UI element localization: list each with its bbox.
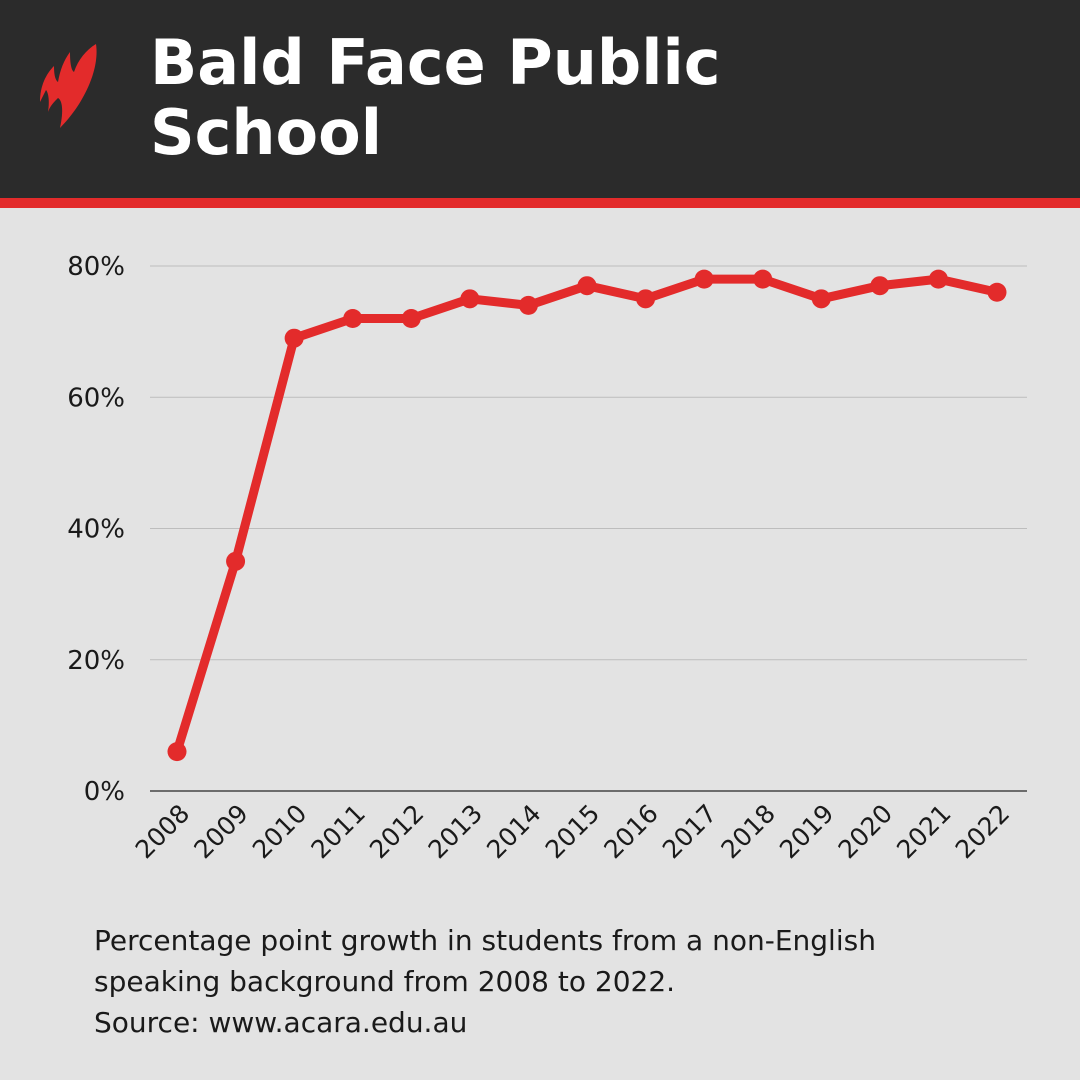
series-line (172, 274, 998, 753)
caption-line-2: speaking background from 2008 to 2022. (94, 965, 676, 998)
x-tick-label: 2019 (774, 799, 839, 864)
y-tick-label: 40% (67, 515, 125, 545)
data-point (694, 269, 714, 289)
caption-line-1: Percentage point growth in students from… (94, 924, 876, 957)
x-tick-label: 2009 (188, 799, 253, 864)
data-point (284, 328, 304, 348)
line-chart: 0%20%40%60%80%20082009201020112012201320… (67, 252, 1027, 864)
data-point (636, 289, 656, 309)
y-tick-label: 0% (84, 777, 125, 807)
x-tick-label: 2018 (715, 799, 780, 864)
header: Bald Face Public School (0, 0, 1080, 198)
data-point (987, 282, 1007, 302)
source-text: Source: www.acara.edu.au (94, 1006, 468, 1039)
data-point (226, 551, 246, 571)
x-tick-label: 2015 (540, 799, 605, 864)
chart-caption: Percentage point growth in students from… (94, 920, 1044, 1043)
x-tick-label: 2021 (891, 799, 956, 864)
x-tick-label: 2011 (305, 799, 370, 864)
data-point (518, 295, 538, 315)
x-tick-label: 2020 (833, 799, 898, 864)
x-tick-label: 2012 (364, 799, 429, 864)
y-tick-label: 20% (67, 646, 125, 676)
data-point (460, 289, 480, 309)
page-title: Bald Face Public School (150, 28, 850, 168)
x-tick-label: 2008 (130, 799, 195, 864)
x-tick-label: 2022 (950, 799, 1015, 864)
data-point (343, 309, 363, 328)
header-accent-bar (0, 198, 1080, 208)
x-tick-label: 2014 (481, 799, 546, 864)
y-tick-label: 80% (67, 252, 125, 282)
data-point (753, 269, 773, 289)
x-tick-label: 2010 (247, 799, 312, 864)
y-tick-label: 60% (67, 383, 125, 413)
x-tick-label: 2017 (657, 799, 722, 864)
x-tick-label: 2013 (423, 799, 488, 864)
data-point (928, 269, 948, 289)
broadcaster-logo-icon (40, 44, 97, 128)
data-point (167, 742, 187, 762)
data-point (870, 276, 890, 296)
data-point (401, 309, 421, 328)
title-line-2: School (150, 96, 382, 169)
data-point (811, 289, 831, 309)
title-line-1: Bald Face Public (150, 26, 721, 99)
x-tick-label: 2016 (598, 799, 663, 864)
data-point (577, 276, 597, 296)
